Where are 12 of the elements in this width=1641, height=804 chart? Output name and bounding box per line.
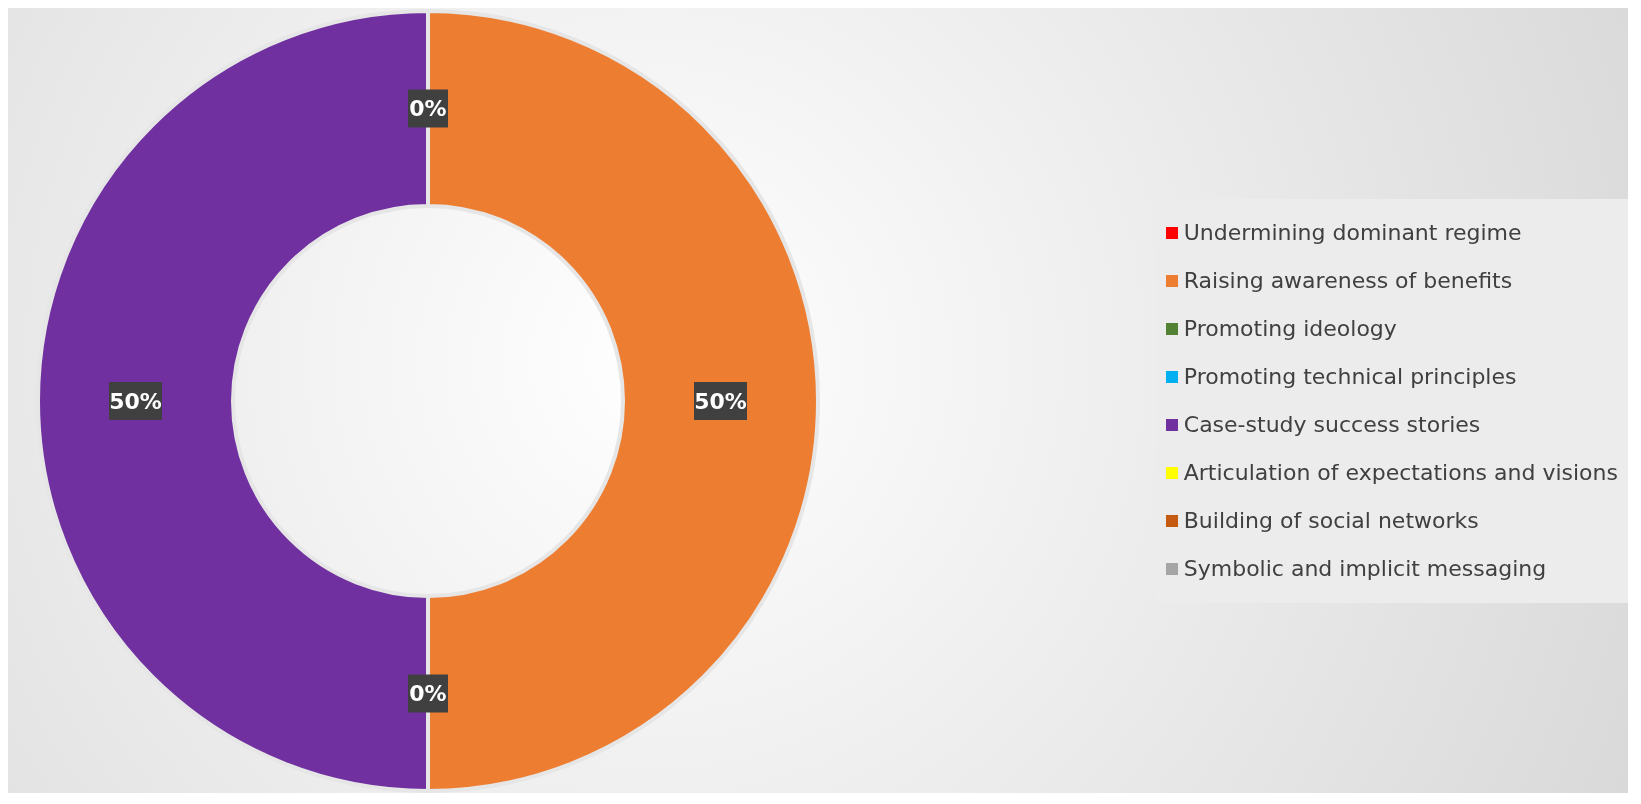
legend-label: Promoting technical principles — [1183, 364, 1517, 389]
legend-label: Undermining dominant regime — [1183, 220, 1522, 245]
text: 0% — [409, 96, 447, 121]
legend-label: Case-study success stories — [1183, 412, 1481, 437]
text: 0% — [409, 681, 447, 706]
legend-label: Raising awareness of benefits — [1183, 268, 1513, 293]
data-label: 50% — [109, 388, 162, 414]
legend-label: Articulation of expectations and visions — [1183, 460, 1618, 485]
legend-label: Building of social networks — [1183, 508, 1479, 533]
legend-label: Promoting ideology — [1183, 316, 1397, 341]
data-label: 50% — [694, 388, 747, 414]
legend-label: Symbolic and implicit messaging — [1183, 556, 1547, 581]
